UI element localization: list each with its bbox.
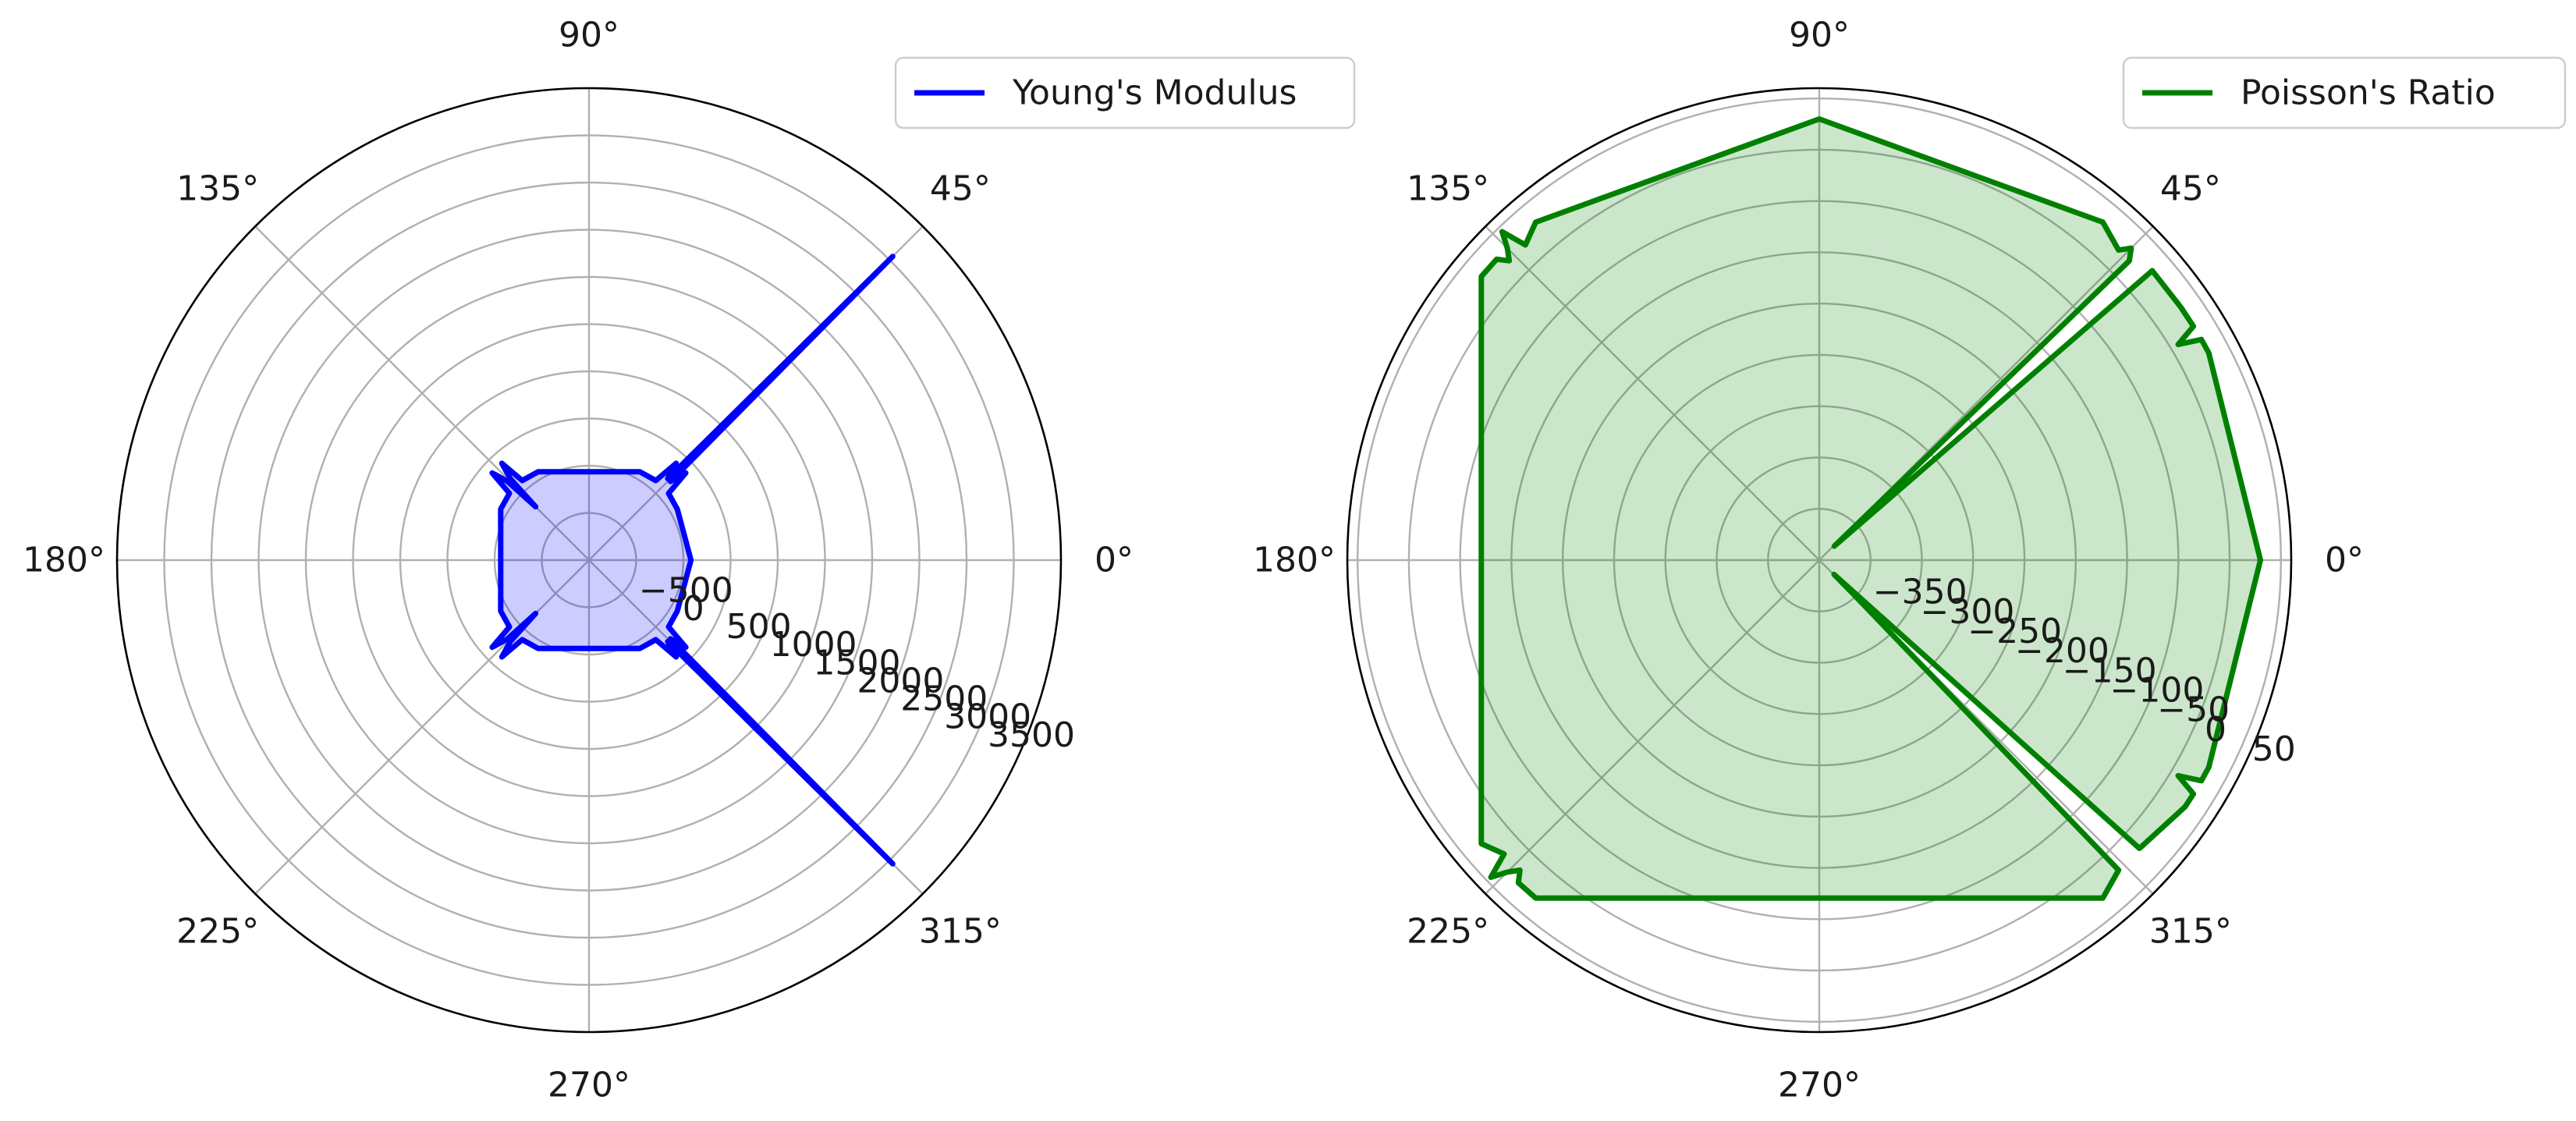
radial-tick-label: 2500 xyxy=(900,679,988,719)
radial-tick-label: 3000 xyxy=(944,697,1031,737)
legend-entry-label: Poisson's Ratio xyxy=(2241,73,2496,113)
series-line xyxy=(1478,116,2263,901)
radial-tick-label: 1500 xyxy=(813,643,900,683)
radial-tick-label: 2000 xyxy=(857,661,944,701)
radial-tick-label: 0 xyxy=(683,589,704,629)
angle-tick-label: 0° xyxy=(2325,541,2364,580)
polar-axes-frame xyxy=(1346,87,2293,1034)
radial-tick-label: −50 xyxy=(2157,690,2230,730)
angle-tick-label: 180° xyxy=(23,541,105,580)
radial-tick-label: −150 xyxy=(2063,651,2157,690)
angle-tick-label: 315° xyxy=(919,911,1002,951)
legend: Poisson's Ratio xyxy=(2122,56,2567,129)
radial-tick-label: −350 xyxy=(1873,573,1967,612)
polar-axes-frame xyxy=(115,87,1063,1034)
angle-tick-label: 225° xyxy=(1407,911,1489,951)
legend: Young's Modulus xyxy=(894,56,1356,129)
angle-tick-label: 45° xyxy=(2160,169,2221,209)
radial-tick-label: 50 xyxy=(2252,729,2296,769)
angle-tick-label: 225° xyxy=(176,911,259,951)
angle-tick-label: 270° xyxy=(1778,1066,1861,1105)
angle-tick-label: 180° xyxy=(1253,541,1336,580)
angle-tick-label: 0° xyxy=(1095,541,1134,580)
radial-tick-label: −500 xyxy=(639,571,733,611)
angle-tick-label: 315° xyxy=(2149,911,2232,951)
radial-tick-label: −100 xyxy=(2110,670,2205,710)
legend-frame xyxy=(894,56,1356,129)
angle-tick-label: 270° xyxy=(548,1066,630,1105)
series-line xyxy=(489,254,896,867)
radial-tick-label: 500 xyxy=(726,607,792,647)
legend-frame xyxy=(2122,56,2567,129)
angle-tick-label: 135° xyxy=(176,169,259,209)
angle-tick-label: 135° xyxy=(1407,169,1489,209)
angle-tick-label: 90° xyxy=(1789,16,1850,55)
angle-tick-label: 45° xyxy=(930,169,991,209)
radial-tick-label: 1000 xyxy=(770,625,857,665)
radial-tick-label: 3500 xyxy=(988,715,1075,755)
radial-tick-label: −200 xyxy=(2015,631,2109,671)
angular-gridline xyxy=(1485,225,1820,561)
radial-tick-label: −250 xyxy=(1967,612,2062,651)
angle-tick-label: 90° xyxy=(559,16,619,55)
poisson-ratio-polar-chart: 0° 45° 90° 135° 180° 225° 270° 315° −350−300−250… xyxy=(1253,16,2567,1105)
radial-tick-label: −300 xyxy=(1921,592,2015,632)
series-fill xyxy=(491,256,893,864)
angular-gridline xyxy=(1485,559,1820,895)
legend-entry-label: Young's Modulus xyxy=(1012,73,1297,113)
radial-tick-label: 0 xyxy=(2205,710,2227,750)
